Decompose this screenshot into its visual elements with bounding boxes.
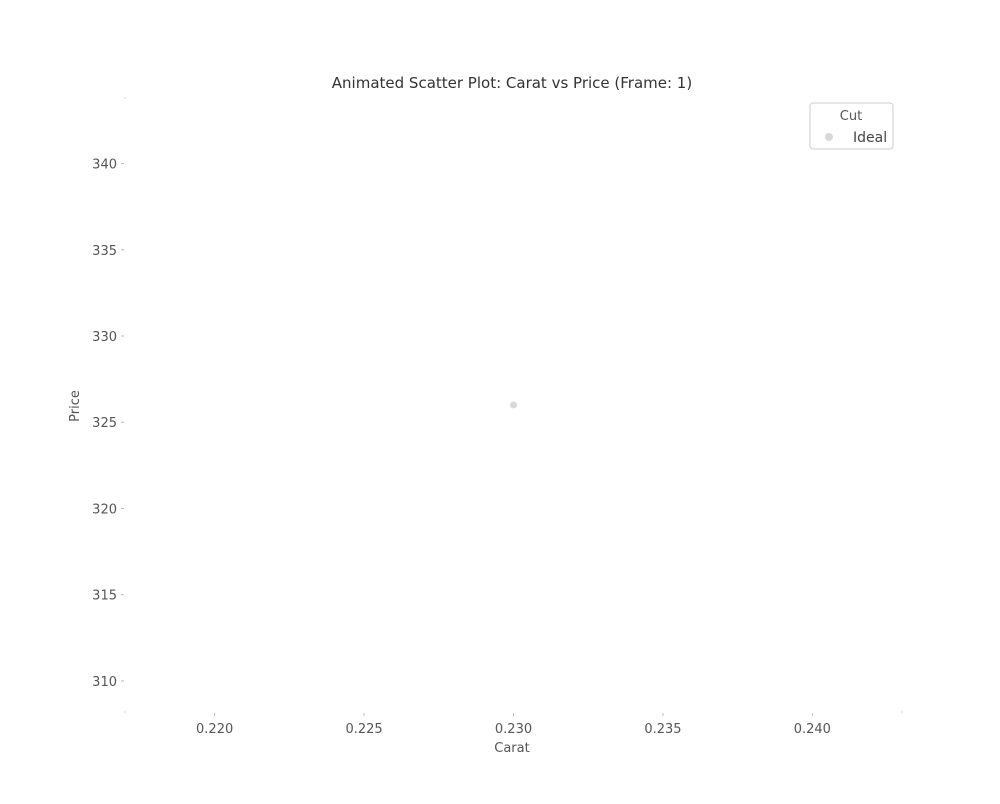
y-tick-label: 315	[92, 589, 117, 604]
legend-title: Cut	[840, 109, 862, 124]
x-tick-label: 0.230	[495, 722, 532, 737]
data-point	[510, 401, 517, 409]
y-tick-label: 320	[92, 502, 117, 517]
chart-title: Animated Scatter Plot: Carat vs Price (F…	[332, 74, 692, 92]
data-points	[124, 97, 903, 713]
y-tick-label: 325	[92, 416, 117, 431]
y-tick-label: 335	[92, 244, 117, 259]
x-axis-label: Carat	[494, 741, 529, 756]
legend-marker	[825, 133, 833, 141]
legend-entries: Ideal	[825, 130, 887, 146]
y-tick-label: 310	[92, 675, 117, 690]
axis-corner-dot	[124, 97, 126, 99]
y-axis: 310 315 320 325 330 335 340	[92, 158, 124, 690]
x-tick-label: 0.235	[644, 722, 681, 737]
y-tick-label: 330	[92, 330, 117, 345]
y-tick-label: 340	[92, 158, 117, 173]
x-tick-label: 0.225	[345, 722, 382, 737]
legend: Cut Ideal	[809, 102, 894, 150]
axis-corner-dot	[124, 711, 126, 713]
x-tick-label: 0.240	[794, 722, 831, 737]
x-axis: 0.220 0.225 0.230 0.235 0.240	[196, 713, 831, 737]
y-axis-label: Price	[68, 390, 83, 422]
axis-corner-dot	[901, 711, 903, 713]
x-tick-label: 0.220	[196, 722, 233, 737]
legend-label: Ideal	[853, 130, 887, 146]
